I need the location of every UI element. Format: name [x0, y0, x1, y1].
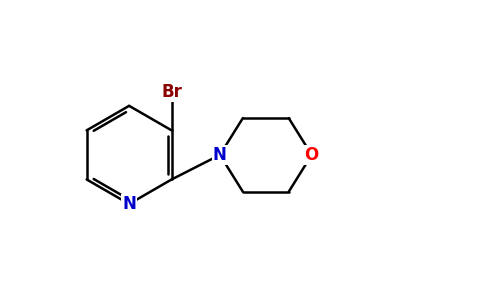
Text: N: N — [213, 146, 227, 164]
Text: O: O — [304, 146, 319, 164]
Text: N: N — [122, 195, 136, 213]
Text: Br: Br — [161, 83, 182, 101]
